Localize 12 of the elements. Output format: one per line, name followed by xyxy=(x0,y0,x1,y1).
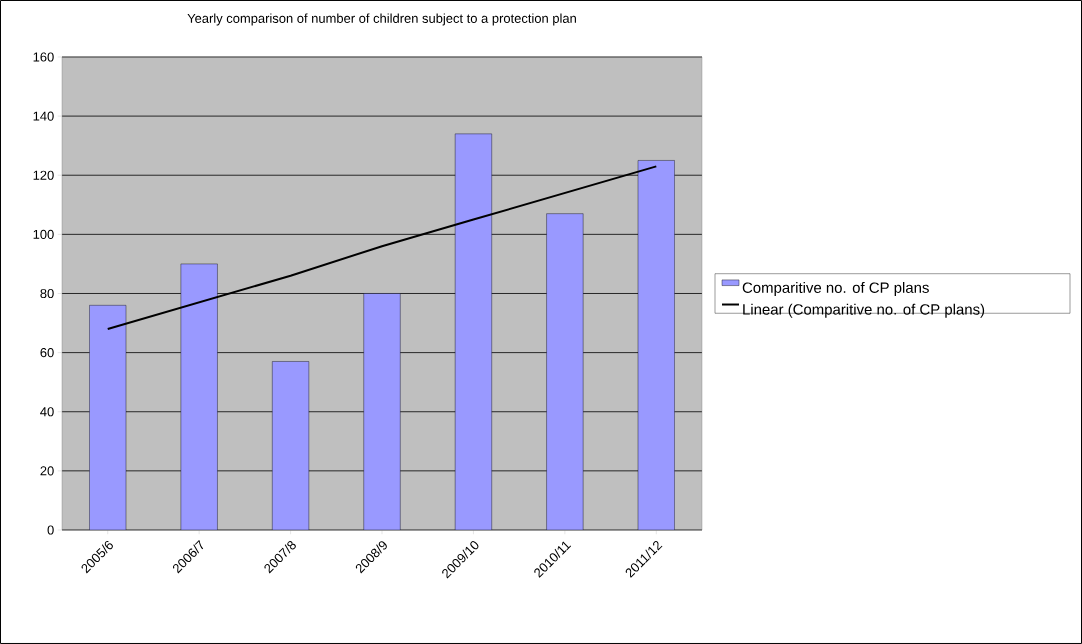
y-tick-label: 0 xyxy=(47,525,54,535)
y-tick-label: 20 xyxy=(40,466,54,476)
y-tick-label: 140 xyxy=(33,111,54,121)
y-tick-label: 40 xyxy=(40,407,54,417)
y-tick-label: 80 xyxy=(40,288,54,299)
y-tick-label: 100 xyxy=(33,229,54,239)
chart-title: Yearly comparison of number of children subject to a protection plan xyxy=(187,13,576,26)
y-tick-label: 120 xyxy=(33,170,54,180)
y-tick-label: 160 xyxy=(33,52,54,62)
legend-label: Linear (Comparitive no. of CP plans) xyxy=(743,303,985,318)
legend-label: Comparitive no. of CP plans xyxy=(742,282,929,296)
y-tick-label: 60 xyxy=(40,348,54,358)
